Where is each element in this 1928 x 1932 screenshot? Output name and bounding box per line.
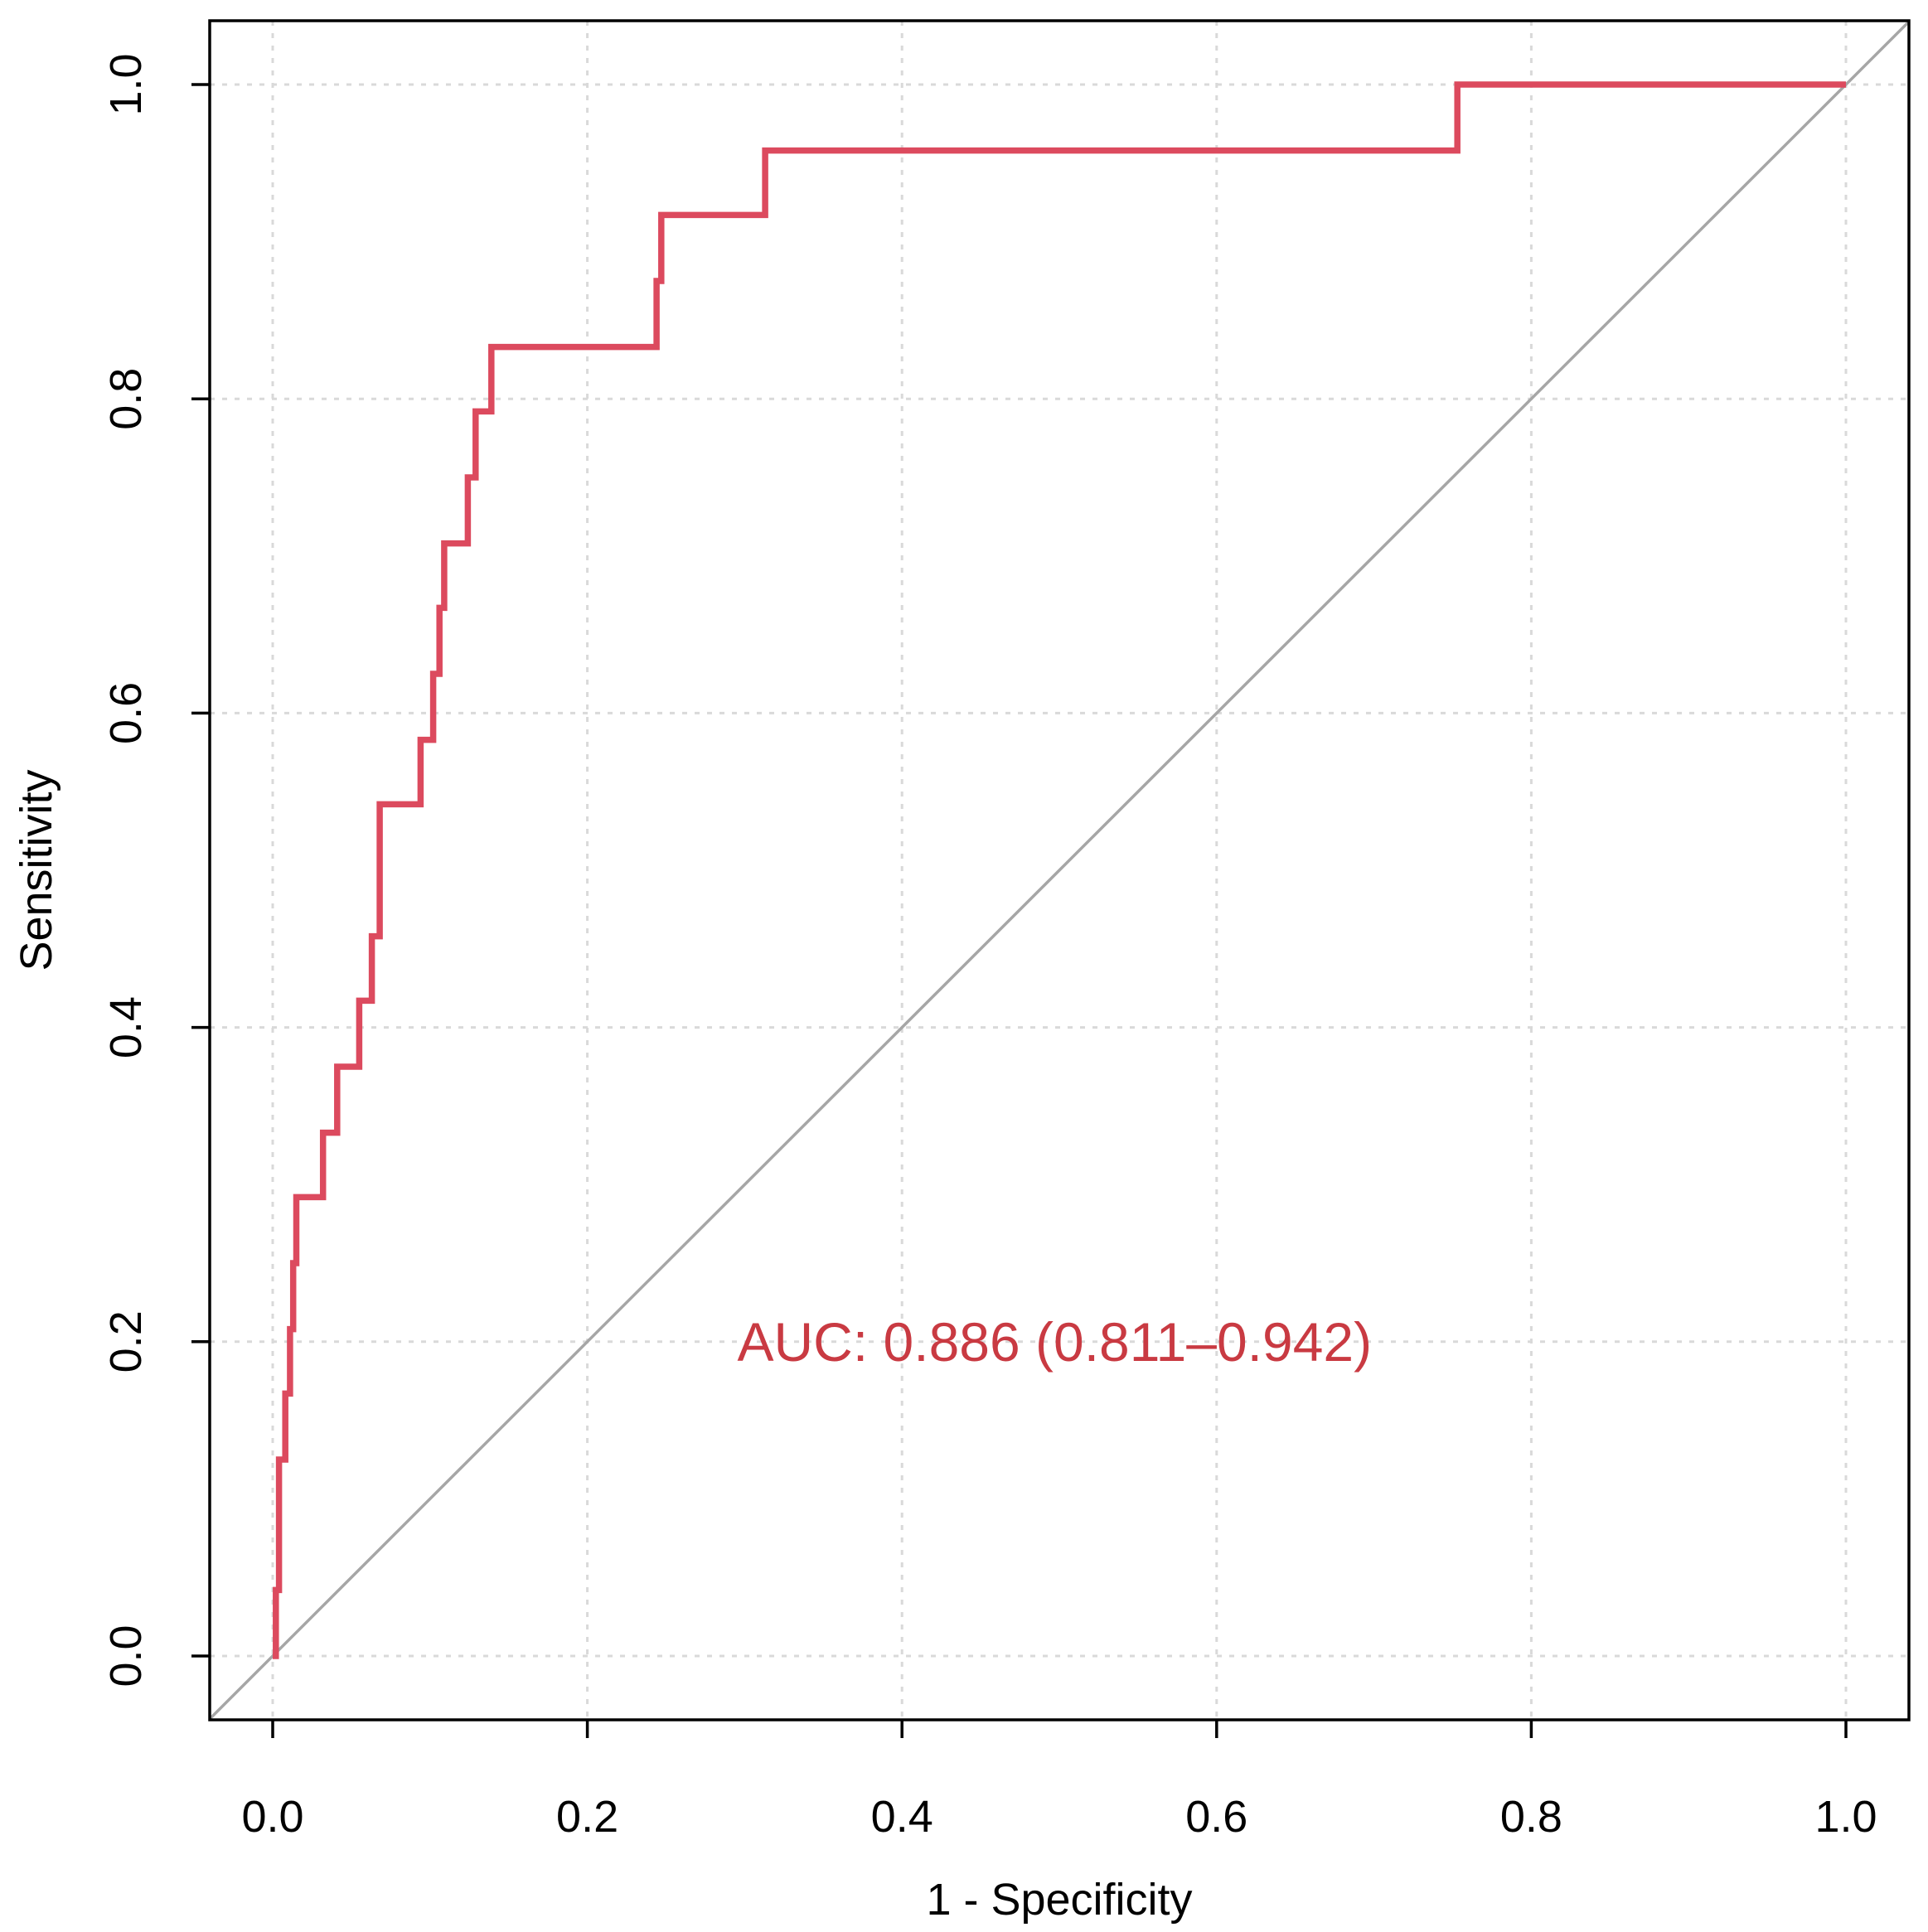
x-axis: 0.0 0.2 0.4 0.6 0.8 1.0 bbox=[241, 1720, 1877, 1842]
roc-curve-line bbox=[273, 81, 1846, 1659]
x-tick-label: 0.0 bbox=[241, 1792, 303, 1842]
reference-diagonal-line bbox=[210, 21, 1909, 1720]
grid-lines bbox=[210, 21, 1909, 1720]
x-tick-label: 0.6 bbox=[1185, 1792, 1247, 1842]
y-tick-label: 0.4 bbox=[101, 996, 151, 1058]
plot-frame bbox=[208, 19, 1911, 1721]
auc-annotation: AUC: 0.886 (0.811–0.942) bbox=[738, 1311, 1373, 1373]
y-tick-label: 0.2 bbox=[101, 1310, 151, 1373]
x-tick-label: 0.4 bbox=[871, 1792, 933, 1842]
x-axis-title: 1 - Specificity bbox=[926, 1875, 1192, 1925]
y-tick-label: 1.0 bbox=[101, 53, 151, 115]
x-tick-label: 0.2 bbox=[556, 1792, 618, 1842]
y-tick-label: 0.0 bbox=[101, 1625, 151, 1687]
y-tick-label: 0.8 bbox=[101, 368, 151, 430]
x-tick-label: 0.8 bbox=[1500, 1792, 1562, 1842]
y-tick-label: 0.6 bbox=[101, 682, 151, 744]
x-tick-label: 1.0 bbox=[1814, 1792, 1877, 1842]
y-axis: 0.0 0.2 0.4 0.6 0.8 1.0 bbox=[101, 53, 210, 1687]
y-axis-title: Sensitivity bbox=[12, 769, 61, 971]
